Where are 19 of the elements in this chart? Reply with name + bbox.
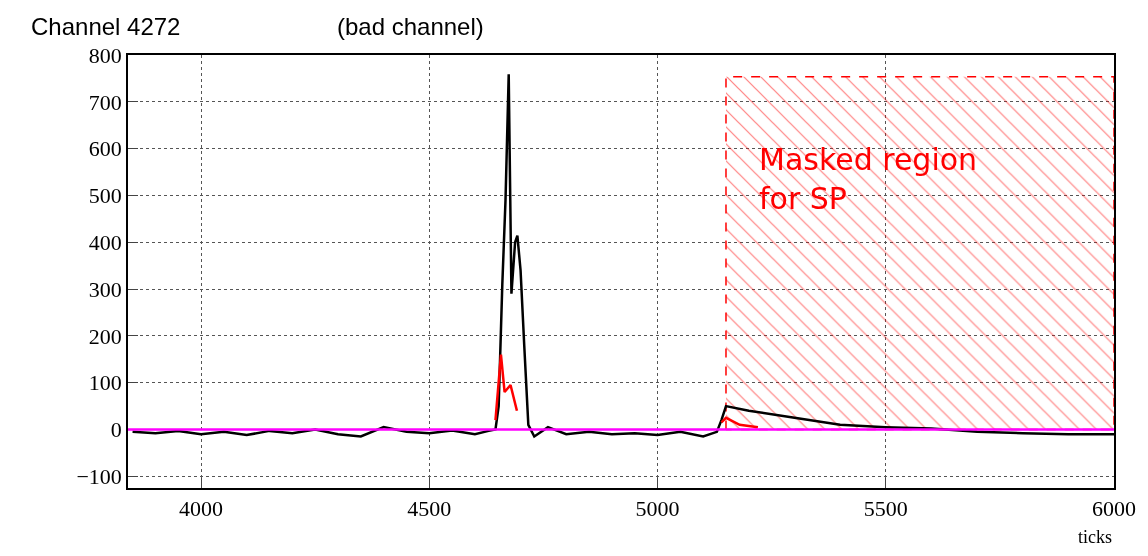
x-axis-title: ticks [1078,527,1112,547]
y-tick-label: 100 [88,370,122,396]
x-tick-label: 4000 [179,496,224,522]
y-tick-label: 600 [88,136,122,162]
chart-subtitle: (bad channel) [337,13,484,40]
y-tick-label: 500 [88,183,122,209]
x-tick-label: 6000 [1092,496,1136,522]
x-tick-label: 5000 [635,496,680,522]
y-tick-label: 0 [110,417,122,443]
y-tick-label: 400 [88,229,122,255]
y-tick-label: 300 [88,276,122,302]
y-tick-label: −100 [76,464,122,489]
chart-title: Channel 4272 [31,13,181,40]
y-tick-label: 800 [88,42,122,68]
x-tick-label: 4500 [407,496,452,522]
y-tick-label: 200 [88,323,122,349]
y-tick-label: 700 [88,89,122,115]
band-label: Masked region for SP [759,142,978,216]
x-tick-label: 5500 [863,496,908,522]
